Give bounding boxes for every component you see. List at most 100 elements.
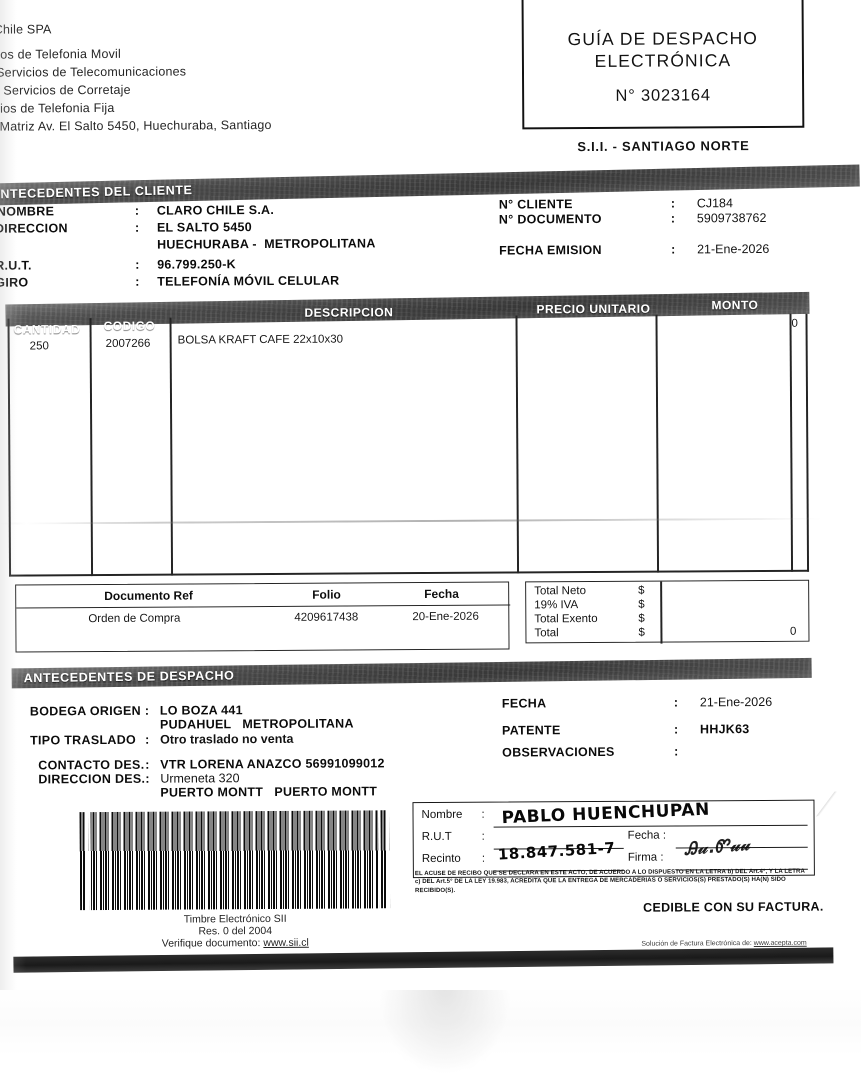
document-type-line-1: GUÍA DE DESPACHO — [567, 27, 759, 50]
reference-cell-documento: Orden de Compra — [88, 612, 181, 626]
table-divider-3 — [515, 315, 519, 574]
value-bodega-origen: LO BOZA 441 — [159, 703, 243, 718]
colon-10: : — [145, 757, 150, 772]
column-header-monto: MONTO — [711, 297, 759, 313]
client-value-rut: 96.799.250-K — [157, 257, 236, 272]
reference-column-documento: Documento Ref — [104, 588, 193, 603]
reference-table: Documento Ref Folio Fecha Orden de Compr… — [15, 581, 511, 653]
provider-prefix: Solución de Factura Electrónica de: — [641, 940, 754, 948]
total-label-iva: 19% IVA — [534, 599, 579, 612]
total-currency-exento: $ — [638, 612, 645, 625]
document-type-line-2: ELECTRÓNICA — [594, 50, 732, 71]
client-section-title: ANTECEDENTES DEL CLIENTE — [0, 183, 193, 202]
value-n-cliente: CJ184 — [696, 196, 733, 211]
dispatch-section-title: ANTECEDENTES DE DESPACHO — [23, 668, 235, 686]
label-n-cliente: N° CLIENTE — [498, 197, 573, 212]
value-patente: HHJK63 — [699, 722, 750, 737]
label-tipo-traslado: TIPO TRASLADO — [30, 732, 137, 748]
client-value-comuna: HUECHURABA - METROPOLITANA — [157, 236, 376, 252]
cell-cantidad: 250 — [29, 340, 49, 353]
provider-footer: Solución de Factura Electrónica de: www.… — [641, 940, 806, 948]
provider-url-link[interactable]: www.acepta.com — [753, 939, 807, 948]
acuse-recibo-box: Nombre R.U.T Recinto : : : Fecha : Firma… — [412, 799, 815, 879]
document-sheet: Chile SPA icios de Telefonia Movil s Ser… — [0, 0, 861, 990]
handwritten-nombre: PABLO HUENCHUPAN — [501, 799, 711, 829]
colon-7: : — [671, 242, 676, 257]
reference-header-rule — [16, 604, 511, 609]
table-divider-1 — [89, 318, 93, 577]
stamp-verify-prefix: Verifique documento: — [161, 937, 264, 950]
total-label-exento: Total Exento — [534, 612, 598, 626]
table-divider-2 — [169, 317, 173, 576]
sii-office: S.I.I. - SANTIAGO NORTE — [577, 138, 750, 155]
totals-box: Total Neto $ 19% IVA $ Total Exento $ To… — [525, 579, 810, 644]
acuse-label-nombre: Nombre — [421, 808, 463, 822]
colon-8: : — [144, 703, 150, 718]
reference-column-folio: Folio — [312, 587, 341, 602]
acuse-label-recinto: Recinto — [421, 852, 461, 866]
cedible-notice: CEDIBLE CON SU FACTURA. — [643, 899, 824, 915]
cell-codigo: 2007266 — [105, 337, 151, 350]
colon-6: : — [670, 211, 676, 226]
stamp-line-3: Verifique documento: www.sii.cl — [80, 936, 390, 950]
value-tipo-traslado: Otro traslado no venta — [160, 731, 294, 747]
reference-cell-fecha: 20-Ene-2026 — [412, 610, 479, 624]
cell-monto-total: 0 — [791, 317, 798, 330]
colon-1: : — [134, 203, 140, 218]
value-contacto-des: VTR LORENA ANAZCO 56991099012 — [160, 756, 385, 772]
cell-descripcion: BOLSA KRAFT CAFE 22x10x30 — [177, 333, 344, 347]
colon-14: : — [674, 744, 679, 759]
total-label-neto: Total Neto — [534, 585, 586, 598]
value-fecha-emision: 21-Ene-2026 — [697, 241, 770, 257]
pdf417-barcode — [90, 810, 380, 911]
total-value-total: 0 — [789, 625, 797, 638]
colon-13: : — [673, 722, 679, 737]
issuer-line-6: sa Matriz Av. El Salto 5450, Huechuraba,… — [0, 117, 272, 134]
label-fecha-emision: FECHA EMISION — [499, 242, 602, 258]
total-currency-neto: $ — [638, 584, 645, 597]
total-label-total: Total — [534, 627, 559, 640]
handwritten-firma: Ꭿ𝓊.Ꮫ𝓊𝓊 — [684, 834, 753, 860]
client-value-direccion: EL SALTO 5450 — [156, 220, 252, 235]
value-bodega-comuna: PUDAHUEL METROPOLITANA — [159, 716, 354, 732]
handwritten-rut: 18.847.581-7 — [497, 838, 616, 864]
label-observaciones: OBSERVACIONES — [502, 744, 615, 760]
document-number: N° 3023164 — [615, 86, 711, 105]
acuse-legal-text: EL ACUSE DE RECIBO QUE SE DECLARA EN EST… — [414, 867, 805, 894]
label-n-documento: N° DOCUMENTO — [498, 211, 602, 227]
label-direccion-des: DIRECCION DES. — [38, 771, 146, 787]
issuer-line-3: s Servicios de Telecomunicaciones — [0, 64, 187, 80]
client-value-giro: TELEFONÍA MÓVIL CELULAR — [157, 273, 340, 289]
dispatch-section-bar: ANTECEDENTES DE DESPACHO — [11, 657, 812, 689]
reference-cell-folio: 4209617438 — [294, 611, 359, 624]
value-n-documento: 5909738762 — [696, 210, 767, 226]
label-contacto-des: CONTACTO DES. — [38, 757, 145, 773]
table-border-bottom — [9, 570, 810, 577]
colon-9: : — [145, 732, 150, 747]
reference-column-fecha: Fecha — [424, 586, 459, 602]
items-table-body — [7, 313, 810, 577]
sii-url-link[interactable]: www.sii.cl — [263, 936, 309, 950]
acuse-label-fecha: Fecha : — [627, 829, 667, 842]
total-currency-iva: $ — [638, 598, 645, 611]
label-fecha-despacho: FECHA — [501, 696, 547, 711]
document-type-box: R.U.T.: 96.799.250-K GUÍA DE DESPACHO EL… — [521, 0, 805, 130]
value-ciudad-des: PUERTO MONTT PUERTO MONTT — [160, 784, 378, 800]
table-border-right — [805, 313, 810, 572]
client-value-nombre: CLARO CHILE S.A. — [156, 202, 275, 218]
colon-12: : — [673, 695, 679, 710]
acuse-colon-1: : — [481, 808, 485, 821]
colon-11: : — [145, 771, 150, 786]
scan-edge-band — [13, 947, 834, 973]
colon-5: : — [670, 196, 676, 211]
label-patente: PATENTE — [501, 723, 561, 738]
value-fecha-despacho: 21-Ene-2026 — [699, 694, 773, 710]
colon-4: : — [135, 274, 140, 289]
scanner-light-artifact — [380, 985, 510, 1080]
total-currency-total: $ — [638, 626, 645, 639]
acuse-label-firma: Firma : — [627, 851, 664, 864]
acuse-colon-2: : — [481, 830, 485, 843]
totals-divider — [660, 581, 662, 644]
table-divider-5 — [789, 313, 793, 572]
